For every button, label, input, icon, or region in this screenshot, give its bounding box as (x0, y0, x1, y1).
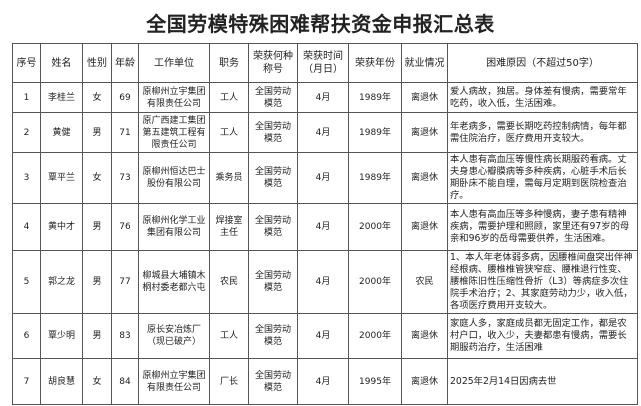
table-cell: 年老病多，需要长期吃药控制病情，每年都需住院治疗，医疗费用开支较大。 (447, 112, 638, 153)
table-cell: 女 (82, 152, 112, 204)
header-row: 序号 姓名 性别 年龄 工作单位 职务 荣获何种称号 荣获时间（月日） 荣获年份 就业情况 困难原因… (12, 43, 638, 83)
table-cell: 乘务员 (209, 152, 249, 204)
table-cell: 黄中才 (40, 203, 83, 251)
table-row: 6 覃少明男 83 原长安冶炼厂（现已破产） 工人 全国劳动模范 4月 2000年 离退休 家庭人… (12, 313, 638, 359)
table-cell: 离退休 (401, 82, 448, 113)
table-cell: 离退休 (401, 313, 448, 359)
table-cell: 农民 (401, 250, 448, 314)
table-cell: 男 (82, 203, 112, 251)
table-cell: 原柳州化学工业集团有限公司 (138, 203, 210, 251)
table-cell: 全国劳动模范 (248, 358, 298, 405)
table-cell: 厂长 (209, 358, 249, 405)
table-cell: 77 (111, 250, 139, 314)
table-cell: 全国劳动模范 (248, 82, 298, 113)
table-cell: 原柳州恒达巴士股份有限公司 (138, 152, 210, 204)
table-cell: 郭之龙 (40, 250, 83, 314)
table-row: 5 郭之龙男 77 柳城县大埔镇木桐村委老都六屯 农民 全国劳动模范 4月 2000年 农民 1、… (12, 250, 638, 314)
table-cell: 84 (111, 358, 139, 405)
table-cell: 76 (111, 203, 139, 251)
table-cell: 1989年 (348, 112, 402, 153)
table-row: 3 覃平兰女 73 原柳州恒达巴士股份有限公司 乘务员 全国劳动模范 4月 1989年 离退休本… (12, 152, 638, 204)
table-cell: 73 (111, 152, 139, 204)
table-cell: 离退休 (401, 203, 448, 251)
table-cell: 4月 (297, 358, 349, 405)
table-row: 2 黄健男 71 原广西建工集团第五建筑工程有限责任公司 工人 全国劳动模范 4月 1989年… (12, 112, 638, 153)
column-header: 性别 (82, 43, 112, 83)
table-cell: 本人患有高血压等多种慢病，妻子患有精神疾病，需要护理和照顾，家里还有97岁的母亲… (447, 203, 638, 251)
table-cell: 6 (12, 313, 41, 359)
column-header: 职务 (209, 43, 249, 83)
table-cell: 4 (12, 203, 41, 251)
table-cell: 2000年 (348, 250, 402, 314)
table-cell: 工人 (209, 82, 249, 113)
table-cell: 原柳州立宇集团有限责任公司 (138, 82, 210, 113)
table-cell: 本人患有高血压等慢性病长期服药看病。丈夫身患心瓣膜病等多种疾病，心脏手术后长期卧… (447, 152, 638, 204)
table-cell: 女 (82, 358, 112, 405)
page-title: 全国劳模特殊困难帮扶资金申报汇总表 (146, 12, 495, 36)
column-header: 荣获时间（月日） (297, 43, 349, 83)
table-cell: 1995年 (348, 358, 402, 405)
table-cell: 全国劳动模范 (248, 313, 298, 359)
column-header: 姓名 (40, 43, 83, 83)
table-cell: 柳城县大埔镇木桐村委老都六屯 (138, 250, 210, 314)
table-cell: 男 (82, 112, 112, 153)
table-cell: 2 (12, 112, 41, 153)
column-header: 就业情况 (401, 43, 448, 83)
table-cell: 胡良慧 (40, 358, 83, 405)
table-row: 4 黄中才男 76 原柳州化学工业集团有限公司 焊接室主任 全国劳动模范 4月 2000年 离退… (12, 203, 638, 251)
table-cell: 全国劳动模范 (248, 152, 298, 204)
table-cell: 覃少明 (40, 313, 83, 359)
table-cell: 家庭人多，家庭成员都无固定工作，都是农村户口，收入少，夫妻都患有慢病，需要长期服… (447, 313, 638, 359)
column-header: 工作单位 (138, 43, 210, 83)
table-cell: 2000年 (348, 203, 402, 251)
table-cell: 农民 (209, 250, 249, 314)
table-cell: 工人 (209, 112, 249, 153)
column-header: 困难原因（不超过50字） (447, 43, 638, 83)
table-cell: 4月 (297, 82, 349, 113)
table-cell: 1 (12, 82, 41, 113)
table-cell: 焊接室主任 (209, 203, 249, 251)
table-cell: 原柳州立宇集团有限责任公司 (138, 358, 210, 405)
column-header: 荣获年份 (348, 43, 402, 83)
table-cell: 2025年2月14日因病去世 (447, 358, 638, 405)
table-cell: 全国劳动模范 (248, 112, 298, 153)
table-cell: 4月 (297, 203, 349, 251)
table-cell: 5 (12, 250, 41, 314)
table-cell: 1989年 (348, 152, 402, 204)
column-header: 荣获何种称号 (248, 43, 298, 83)
column-header: 年龄 (111, 43, 139, 83)
table-row: 1 李桂兰女 69 原柳州立宇集团有限责任公司 工人 全国劳动模范 4月 1989年 离退休 爱人… (12, 82, 638, 113)
table-cell: 71 (111, 112, 139, 153)
table-cell: 83 (111, 313, 139, 359)
table-cell: 1989年 (348, 82, 402, 113)
table-cell: 覃平兰 (40, 152, 83, 204)
table-cell: 原长安冶炼厂（现已破产） (138, 313, 210, 359)
table-cell: 4月 (297, 313, 349, 359)
table-cell: 爱人病故，独居。身体差有慢病，需要常年吃药，收入低，生活困难。 (447, 82, 638, 113)
table-cell: 黄健 (40, 112, 83, 153)
table-cell: 2000年 (348, 313, 402, 359)
summary-table: 序号 姓名 性别 年龄 工作单位 职务 荣获何种称号 荣获时间（月日） 荣获年份 就业情况 困难原因… (12, 43, 638, 405)
column-header: 序号 (12, 43, 41, 83)
table-cell: 3 (12, 152, 41, 204)
table-cell: 原广西建工集团第五建筑工程有限责任公司 (138, 112, 210, 153)
table-cell: 工人 (209, 313, 249, 359)
table-cell: 4月 (297, 250, 349, 314)
table-cell: 1、本人年老体弱多病，因腰椎间盘突出伴神经根病、腰椎椎管狭窄症、腰椎退行性变、腰… (447, 250, 638, 314)
table-cell: 离退休 (401, 358, 448, 405)
table-cell: 全国劳动模范 (248, 250, 298, 314)
table-cell: 男 (82, 313, 112, 359)
table-cell: 69 (111, 82, 139, 113)
table-cell: 7 (12, 358, 41, 405)
table-cell: 4月 (297, 152, 349, 204)
table-cell: 李桂兰 (40, 82, 83, 113)
table-row: 7 胡良慧女 84 原柳州立宇集团有限责任公司 厂长 全国劳动模范 4月 1995年 离退休 20… (12, 358, 638, 405)
table-cell: 全国劳动模范 (248, 203, 298, 251)
table-cell: 离退休 (401, 152, 448, 204)
table-cell: 4月 (297, 112, 349, 153)
table-cell: 女 (82, 82, 112, 113)
table-cell: 男 (82, 250, 112, 314)
table-cell: 离退休 (401, 112, 448, 153)
